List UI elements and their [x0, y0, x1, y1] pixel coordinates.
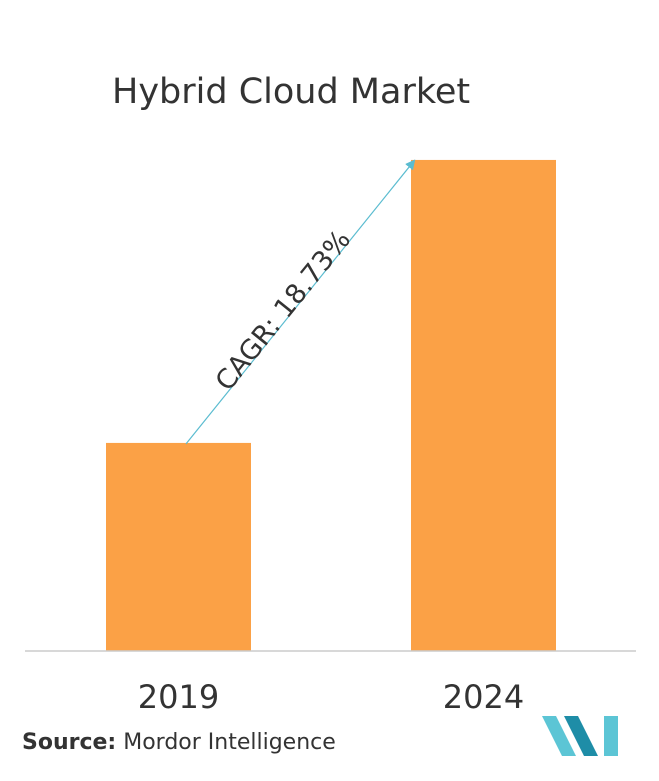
- source-line: Source: Mordor Intelligence: [22, 730, 336, 755]
- cagr-label: CAGR: 18.73%: [210, 224, 357, 396]
- logo-left-shape: [542, 716, 576, 756]
- mordor-intelligence-logo-icon: [542, 716, 618, 756]
- source-text: Mordor Intelligence: [116, 730, 336, 755]
- cagr-arrow: [185, 159, 416, 445]
- bar-2024: [411, 159, 556, 651]
- bar-2019: [106, 442, 251, 651]
- source-label: Source:: [22, 730, 117, 755]
- chart-title: Hybrid Cloud Market: [112, 72, 471, 112]
- x-tick-label-2019: 2019: [138, 678, 219, 716]
- logo-middle-shape: [564, 716, 598, 756]
- logo-right-shape: [604, 716, 618, 756]
- x-tick-label-2024: 2024: [443, 678, 524, 716]
